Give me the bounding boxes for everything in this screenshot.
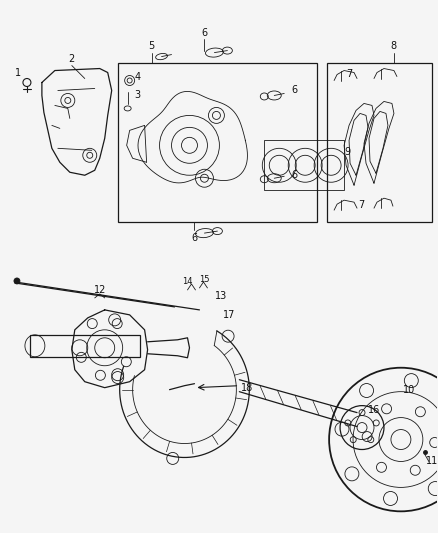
Text: 16: 16 bbox=[368, 405, 380, 415]
Text: 10: 10 bbox=[403, 385, 415, 394]
Text: 17: 17 bbox=[223, 310, 236, 320]
Text: 6: 6 bbox=[201, 28, 208, 38]
Text: 11: 11 bbox=[426, 456, 438, 466]
Text: 6: 6 bbox=[291, 85, 297, 95]
Text: 6: 6 bbox=[191, 233, 198, 243]
Text: 14: 14 bbox=[182, 278, 193, 286]
Bar bbox=[264, 140, 344, 190]
Text: 15: 15 bbox=[199, 276, 210, 285]
Text: 7: 7 bbox=[358, 200, 364, 210]
Text: 9: 9 bbox=[344, 147, 350, 157]
Text: 6: 6 bbox=[291, 170, 297, 180]
Text: 13: 13 bbox=[215, 291, 227, 301]
Text: 3: 3 bbox=[134, 91, 141, 100]
Bar bbox=[118, 62, 317, 222]
Text: 1: 1 bbox=[15, 68, 21, 77]
Text: 12: 12 bbox=[94, 285, 106, 295]
Bar bbox=[327, 62, 432, 222]
Text: 7: 7 bbox=[346, 69, 352, 78]
Text: 18: 18 bbox=[241, 383, 254, 393]
Text: 2: 2 bbox=[69, 53, 75, 63]
Text: 5: 5 bbox=[148, 41, 155, 51]
Circle shape bbox=[14, 278, 20, 284]
Text: 4: 4 bbox=[134, 71, 141, 82]
Text: 8: 8 bbox=[391, 41, 397, 51]
Bar bbox=[30, 335, 140, 357]
